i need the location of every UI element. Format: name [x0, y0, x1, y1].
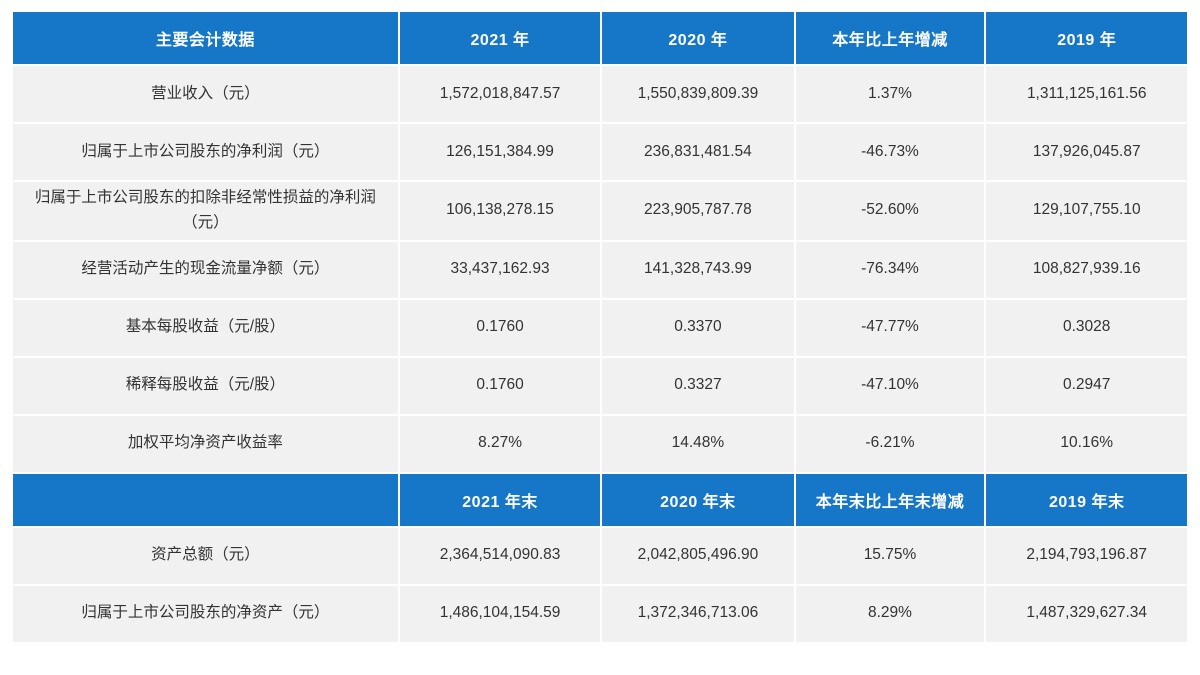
table-row-diluted-eps: 稀释每股收益（元/股） 0.1760 0.3327 -47.10% 0.2947	[13, 357, 1187, 414]
cell-value-2021: 33,437,162.93	[399, 241, 601, 298]
row-label: 加权平均净资产收益率	[13, 415, 398, 472]
cell-value-change: -76.34%	[795, 241, 985, 298]
cell-value-2019: 0.3028	[986, 299, 1187, 356]
cell-value-2019: 2,194,793,196.87	[986, 527, 1187, 584]
column-header-2020-end: 2020 年末	[602, 473, 794, 526]
cell-value-2021: 126,151,384.99	[399, 124, 601, 180]
cell-value-2021: 1,486,104,154.59	[399, 585, 601, 642]
cell-value-2021: 2,364,514,090.83	[399, 527, 601, 584]
cell-value-2020: 0.3327	[602, 357, 794, 414]
column-header-2020: 2020 年	[602, 12, 794, 64]
column-header-yoy-change: 本年比上年增减	[795, 12, 985, 64]
cell-value-2020: 236,831,481.54	[602, 124, 794, 180]
cell-value-2021: 0.1760	[399, 299, 601, 356]
cell-value-change: 15.75%	[795, 527, 985, 584]
table-row-net-profit: 归属于上市公司股东的净利润（元） 126,151,384.99 236,831,…	[13, 124, 1187, 180]
row-label: 稀释每股收益（元/股）	[13, 357, 398, 414]
row-label: 归属于上市公司股东的净资产（元）	[13, 585, 398, 642]
column-header-metric: 主要会计数据	[13, 12, 398, 64]
year-end-header-row: 2021 年末 2020 年末 本年末比上年末增减 2019 年末	[13, 473, 1187, 526]
column-header-yearend-change: 本年末比上年末增减	[795, 473, 985, 526]
cell-value-change: 1.37%	[795, 66, 985, 122]
table-row-net-profit-excl-nonrecurring: 归属于上市公司股东的扣除非经常性损益的净利润（元） 106,138,278.15…	[13, 182, 1187, 240]
cell-value-2021: 8.27%	[399, 415, 601, 472]
table-row-net-assets: 归属于上市公司股东的净资产（元） 1,486,104,154.59 1,372,…	[13, 585, 1187, 642]
table-row-revenue: 营业收入（元） 1,572,018,847.57 1,550,839,809.3…	[13, 66, 1187, 122]
cell-value-change: -6.21%	[795, 415, 985, 472]
column-header-2019-end: 2019 年末	[986, 473, 1187, 526]
row-label: 资产总额（元）	[13, 527, 398, 584]
column-header-2021: 2021 年	[399, 12, 601, 64]
cell-value-2019: 137,926,045.87	[986, 124, 1187, 180]
cell-value-2020: 1,550,839,809.39	[602, 66, 794, 122]
cell-value-2020: 14.48%	[602, 415, 794, 472]
cell-value-2019: 10.16%	[986, 415, 1187, 472]
table-row-basic-eps: 基本每股收益（元/股） 0.1760 0.3370 -47.77% 0.3028	[13, 299, 1187, 356]
row-label: 归属于上市公司股东的扣除非经常性损益的净利润（元）	[13, 182, 398, 240]
row-label: 基本每股收益（元/股）	[13, 299, 398, 356]
table-row-total-assets: 资产总额（元） 2,364,514,090.83 2,042,805,496.9…	[13, 527, 1187, 584]
cell-value-2020: 2,042,805,496.90	[602, 527, 794, 584]
cell-value-2019: 1,487,329,627.34	[986, 585, 1187, 642]
cell-value-change: -47.77%	[795, 299, 985, 356]
row-label: 归属于上市公司股东的净利润（元）	[13, 124, 398, 180]
cell-value-2020: 223,905,787.78	[602, 182, 794, 240]
key-accounting-data-table: 主要会计数据 2021 年 2020 年 本年比上年增减 2019 年 营业收入…	[11, 10, 1189, 644]
cell-value-2019: 129,107,755.10	[986, 182, 1187, 240]
table-row-operating-cash-flow: 经营活动产生的现金流量净额（元） 33,437,162.93 141,328,7…	[13, 241, 1187, 298]
row-label: 经营活动产生的现金流量净额（元）	[13, 241, 398, 298]
cell-value-2020: 141,328,743.99	[602, 241, 794, 298]
cell-value-change: 8.29%	[795, 585, 985, 642]
column-header-2021-end: 2021 年末	[399, 473, 601, 526]
cell-value-2021: 0.1760	[399, 357, 601, 414]
cell-value-2019: 0.2947	[986, 357, 1187, 414]
cell-value-2020: 0.3370	[602, 299, 794, 356]
cell-value-2021: 106,138,278.15	[399, 182, 601, 240]
cell-value-change: -46.73%	[795, 124, 985, 180]
cell-value-2019: 1,311,125,161.56	[986, 66, 1187, 122]
cell-value-change: -52.60%	[795, 182, 985, 240]
annual-header-row: 主要会计数据 2021 年 2020 年 本年比上年增减 2019 年	[13, 12, 1187, 64]
column-header-blank	[13, 473, 398, 526]
row-label: 营业收入（元）	[13, 66, 398, 122]
column-header-2019: 2019 年	[986, 12, 1187, 64]
cell-value-2020: 1,372,346,713.06	[602, 585, 794, 642]
cell-value-change: -47.10%	[795, 357, 985, 414]
table-row-weighted-avg-roe: 加权平均净资产收益率 8.27% 14.48% -6.21% 10.16%	[13, 415, 1187, 472]
cell-value-2019: 108,827,939.16	[986, 241, 1187, 298]
cell-value-2021: 1,572,018,847.57	[399, 66, 601, 122]
